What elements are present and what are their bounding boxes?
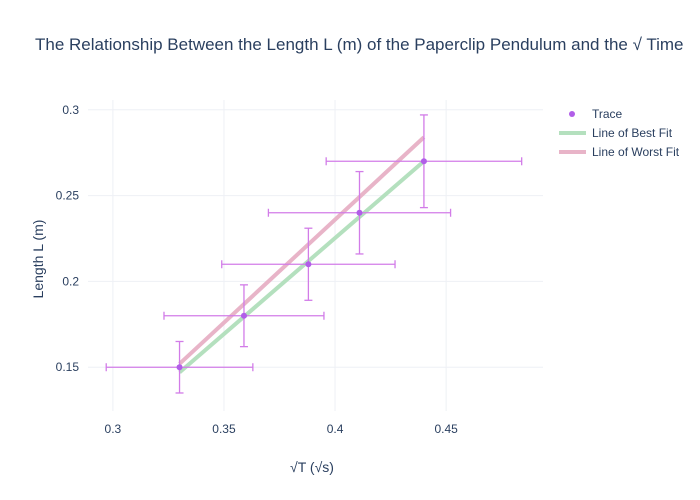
y-tick-label: 0.2 — [62, 274, 79, 288]
x-tick-label: 0.35 — [212, 422, 236, 436]
x-axis-title: √T (√s) — [290, 459, 334, 475]
legend-label-line-of-worst-fit: Line of Worst Fit — [592, 145, 680, 159]
y-axis-title: Length L (m) — [30, 220, 46, 299]
x-tick-labels: 0.3 0.35 0.4 0.45 — [105, 422, 459, 436]
x-tick-label: 0.45 — [434, 422, 458, 436]
x-gridlines — [112, 100, 447, 411]
line-of-best-fit-line — [178, 159, 426, 374]
data-point — [176, 364, 183, 371]
line-of-worst-fit-line — [178, 135, 426, 366]
y-tick-label: 0.25 — [56, 189, 80, 203]
chart-title: The Relationship Between the Length L (m… — [35, 35, 683, 54]
y-tick-label: 0.3 — [62, 103, 79, 117]
data-points — [176, 158, 427, 371]
data-point — [420, 158, 427, 165]
data-point — [356, 209, 363, 216]
data-point — [305, 261, 312, 268]
y-tick-labels: 0.15 0.2 0.25 0.3 — [56, 103, 80, 374]
legend-marker-trace — [569, 111, 575, 117]
x-tick-label: 0.4 — [327, 422, 344, 436]
legend-label-line-of-best-fit: Line of Best Fit — [592, 126, 673, 140]
y-tick-label: 0.15 — [56, 360, 80, 374]
legend[interactable]: Trace Line of Best Fit Line of Worst Fit — [559, 107, 680, 159]
y-gridlines — [88, 109, 543, 368]
x-tick-label: 0.3 — [105, 422, 122, 436]
data-point — [240, 312, 247, 319]
legend-label-trace: Trace — [592, 107, 623, 121]
fit-lines — [178, 135, 426, 374]
